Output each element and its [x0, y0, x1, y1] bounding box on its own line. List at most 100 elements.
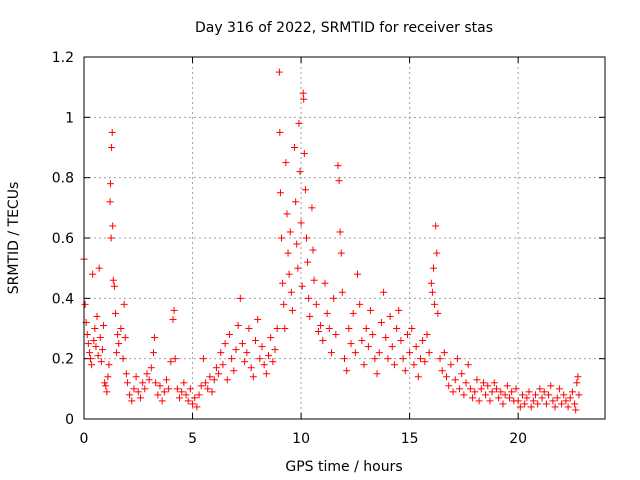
data-point	[91, 325, 99, 332]
data-point	[134, 388, 142, 396]
data-point	[180, 379, 188, 387]
data-point	[401, 367, 409, 375]
y-tick-label: 1.2	[52, 50, 74, 66]
data-point	[121, 334, 129, 342]
data-point	[206, 373, 214, 381]
data-point	[221, 340, 229, 348]
data-point	[279, 279, 287, 287]
data-point	[202, 379, 210, 387]
data-point	[395, 306, 403, 314]
x-tick-label: 15	[401, 431, 419, 447]
data-point	[521, 400, 529, 408]
data-point	[110, 282, 118, 290]
y-tick-label: 0.6	[52, 231, 74, 247]
data-point	[495, 394, 503, 402]
data-point	[296, 168, 304, 176]
data-point	[341, 355, 348, 363]
data-point	[243, 349, 251, 357]
data-point	[97, 358, 105, 366]
data-point	[101, 379, 109, 387]
data-point	[212, 364, 220, 372]
data-point	[388, 343, 396, 351]
data-point	[88, 361, 96, 369]
data-point	[505, 394, 513, 402]
data-point	[271, 346, 279, 354]
data-point	[443, 373, 451, 381]
data-point	[284, 249, 292, 257]
data-point	[305, 294, 313, 302]
data-point	[152, 379, 160, 387]
data-point	[292, 198, 300, 206]
data-point	[276, 189, 284, 197]
data-point	[283, 210, 291, 218]
data-point	[304, 258, 312, 266]
data-point	[310, 276, 318, 284]
data-point	[373, 370, 381, 378]
data-point	[147, 364, 155, 372]
x-tick-label: 5	[188, 431, 197, 447]
data-point	[228, 355, 236, 363]
data-point	[273, 325, 281, 332]
data-point	[403, 331, 411, 339]
data-point	[89, 270, 97, 278]
data-point	[390, 361, 398, 369]
data-point	[408, 325, 416, 332]
data-point	[193, 403, 201, 411]
data-point	[547, 382, 555, 390]
data-point	[154, 391, 162, 399]
data-point	[386, 312, 394, 320]
data-point	[338, 288, 346, 296]
data-point	[223, 376, 231, 384]
data-point	[568, 388, 576, 396]
data-point	[256, 355, 264, 363]
data-point	[438, 367, 446, 375]
data-point	[104, 373, 112, 381]
data-point	[501, 391, 509, 399]
data-point	[336, 228, 344, 236]
data-point	[288, 306, 296, 314]
grid-layer	[84, 57, 605, 419]
y-tick-label: 0.2	[52, 352, 74, 368]
x-tick-label: 10	[292, 431, 310, 447]
data-point	[85, 349, 93, 357]
data-point	[540, 388, 548, 396]
data-point	[382, 334, 390, 342]
data-point	[423, 331, 431, 339]
data-point	[562, 397, 570, 405]
data-point	[120, 300, 128, 308]
data-point	[275, 68, 283, 76]
data-point	[434, 309, 442, 317]
data-point	[369, 331, 377, 339]
data-point	[165, 385, 173, 393]
data-point	[484, 382, 492, 390]
chart-title: Day 316 of 2022, SRMTID for receiver sta…	[195, 20, 493, 36]
data-point	[151, 334, 159, 342]
data-point	[158, 397, 166, 405]
data-point	[130, 385, 138, 393]
data-point	[278, 234, 286, 242]
data-point	[317, 321, 325, 329]
data-point	[247, 364, 255, 372]
data-point	[343, 367, 351, 375]
data-point	[173, 385, 181, 393]
data-point	[90, 337, 98, 345]
data-point	[356, 300, 364, 308]
y-tick-label: 1	[65, 110, 74, 126]
data-point	[432, 222, 440, 230]
data-point	[490, 379, 498, 387]
data-point	[399, 355, 407, 363]
data-point	[312, 300, 320, 308]
data-point	[297, 219, 305, 227]
data-point	[93, 312, 101, 320]
data-point	[106, 180, 114, 188]
data-point	[156, 382, 164, 390]
data-point	[145, 376, 153, 384]
data-point	[466, 385, 474, 393]
data-point	[367, 306, 375, 314]
data-point	[458, 370, 466, 378]
data-point	[234, 321, 242, 329]
data-point	[245, 325, 253, 332]
data-point	[217, 349, 225, 357]
data-point	[335, 177, 343, 185]
data-point	[280, 300, 288, 308]
